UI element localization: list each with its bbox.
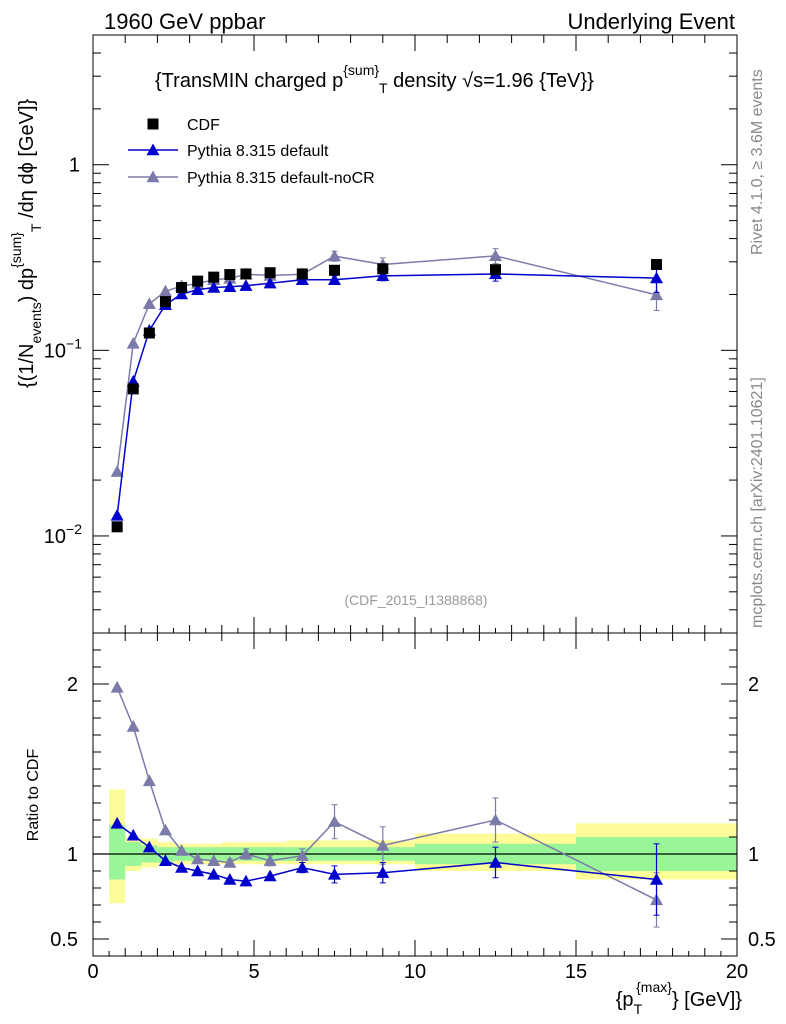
ratio-marker-default [489, 856, 502, 868]
header-right: Underlying Event [567, 9, 735, 34]
ratio-marker-default [650, 873, 663, 885]
y-tick-label-ratio-left: 0.5 [50, 929, 78, 951]
y-tick-label-ratio-left: 2 [67, 674, 78, 696]
ratio-band-green [109, 825, 126, 880]
ratio-marker-noCR [376, 839, 390, 851]
marker-noCR [142, 297, 156, 310]
ratio-bands [109, 789, 737, 904]
ratio-marker-noCR [175, 844, 189, 856]
marker-cdf [159, 296, 171, 308]
marker-cdf [224, 269, 236, 281]
legend-label: Pythia 8.315 default-noCR [187, 170, 375, 187]
ratio-marker-default [239, 874, 253, 887]
ratio-marker-noCR [158, 823, 172, 836]
ratio-marker-noCR [142, 774, 156, 787]
legend-marker-triangle [146, 143, 160, 156]
marker-noCR [489, 249, 502, 262]
ratio-marker-default [295, 861, 309, 873]
axes: 0 5 10 15 20 10−2 10−1 1 0.5 0.5 1 1 2 2 [44, 34, 776, 983]
ratio-marker-noCR [207, 854, 221, 866]
marker-default [175, 287, 189, 300]
ratio-marker-noCR [191, 852, 205, 865]
marker-noCR [650, 288, 663, 301]
ratio-marker-noCR [239, 847, 253, 860]
marker-cdf [377, 263, 389, 275]
marker-cdf [651, 259, 662, 271]
y-tick-label-ratio-left: 1 [67, 844, 78, 866]
y-axis-label-main: {(1/Nevents) dp{sum}T /dη dϕ [GeV]} [8, 98, 44, 388]
x-tick-label: 15 [565, 961, 587, 983]
marker-cdf [127, 383, 139, 395]
header-left: 1960 GeV ppbar [104, 9, 265, 34]
ratio-marker-default [207, 867, 221, 880]
ratio-marker-default [158, 854, 172, 866]
ratio-marker-default [175, 861, 189, 873]
y-tick-label-ratio-right: 0.5 [748, 929, 776, 951]
marker-cdf [111, 521, 123, 533]
ratio-series [110, 680, 663, 928]
x-tick-label: 5 [248, 961, 259, 983]
marker-cdf [192, 275, 204, 287]
marker-default [110, 508, 124, 521]
chart-title: {TransMIN charged p{sum}T density √s=1.9… [155, 62, 594, 96]
marker-default [239, 279, 253, 291]
marker-cdf [264, 267, 276, 279]
legend: CDF Pythia 8.315 default Pythia 8.315 defa… [128, 117, 375, 187]
marker-cdf [208, 271, 220, 283]
main-series [110, 248, 663, 533]
marker-noCR [110, 465, 124, 477]
analysis-label: (CDF_2015_I1388868) [344, 592, 487, 608]
marker-default [376, 269, 390, 282]
ratio-marker-noCR [110, 680, 124, 693]
marker-default [650, 271, 663, 284]
marker-default [263, 276, 277, 289]
x-axis-label: {pT{max}} [GeV]} [616, 979, 743, 1017]
ratio-marker-default [328, 867, 341, 880]
legend-marker-triangle [146, 170, 160, 183]
ratio-marker-default [263, 869, 277, 882]
x-tick-label: 10 [404, 961, 426, 983]
x-tick-label: 20 [726, 961, 748, 983]
ratio-marker-default [126, 828, 140, 841]
ratio-marker-noCR [126, 720, 140, 732]
y-tick-label-ratio-right: 1 [748, 844, 759, 866]
y-tick-label-ratio-right: 2 [748, 674, 759, 696]
mcplots-label: mcplots.cern.ch [arXiv:2401.10621] [749, 377, 766, 628]
legend-label: Pythia 8.315 default [187, 143, 329, 160]
y-tick-label-main: 10−2 [44, 521, 82, 548]
y-tick-label-main: 1 [69, 155, 80, 177]
legend-label: CDF [187, 117, 220, 134]
ratio-marker-default [191, 864, 205, 877]
marker-noCR [126, 336, 140, 349]
ratio-marker-default [142, 840, 156, 853]
marker-cdf [296, 268, 308, 280]
marker-default [223, 280, 237, 292]
ratio-plot-frame [92, 632, 738, 957]
ratio-marker-noCR [489, 813, 502, 826]
marker-cdf [490, 264, 501, 276]
ratio-marker-noCR [295, 849, 309, 861]
ratio-marker-noCR [263, 854, 277, 866]
y-tick-label-main: 10−1 [44, 335, 82, 362]
ratio-marker-noCR [223, 856, 237, 868]
series-line-default [116, 273, 657, 516]
ratio-marker-default [110, 816, 124, 829]
ratio-marker-default [376, 866, 390, 878]
rivet-label: Rivet 4.1.0, ≥ 3.6M events [749, 69, 766, 255]
marker-default [191, 283, 205, 295]
legend-marker-cdf [147, 118, 159, 130]
marker-default [328, 273, 341, 285]
ratio-marker-noCR [328, 815, 341, 827]
marker-noCR [158, 284, 172, 297]
marker-noCR [328, 249, 341, 262]
ratio-marker-default [223, 873, 237, 885]
marker-cdf [240, 268, 252, 280]
marker-cdf [329, 264, 340, 276]
marker-default [207, 281, 221, 293]
marker-cdf [176, 282, 188, 294]
x-tick-label: 0 [87, 961, 98, 983]
marker-cdf [143, 327, 155, 339]
y-axis-label-ratio: Ratio to CDF [25, 749, 42, 842]
